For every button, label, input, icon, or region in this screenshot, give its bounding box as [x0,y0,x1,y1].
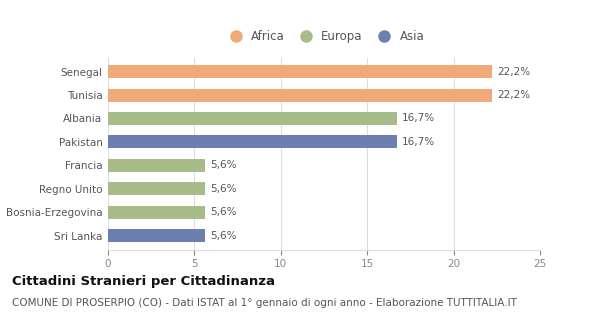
Bar [108,89,491,101]
Text: 5,6%: 5,6% [210,207,236,217]
Text: COMUNE DI PROSERPIO (CO) - Dati ISTAT al 1° gennaio di ogni anno - Elaborazione : COMUNE DI PROSERPIO (CO) - Dati ISTAT al… [12,298,517,308]
Legend: Africa, Europa, Asia: Africa, Europa, Asia [219,25,429,48]
Text: 22,2%: 22,2% [497,90,530,100]
Bar [108,206,205,219]
Bar [108,159,205,172]
Text: 5,6%: 5,6% [210,184,236,194]
Bar [108,182,205,195]
Text: 22,2%: 22,2% [497,67,530,77]
Text: 16,7%: 16,7% [402,137,435,147]
Text: 5,6%: 5,6% [210,160,236,170]
Text: Cittadini Stranieri per Cittadinanza: Cittadini Stranieri per Cittadinanza [12,275,275,288]
Bar [108,135,397,148]
Bar [108,65,491,78]
Bar [108,229,205,242]
Text: 16,7%: 16,7% [402,114,435,124]
Bar [108,112,397,125]
Text: 5,6%: 5,6% [210,230,236,241]
